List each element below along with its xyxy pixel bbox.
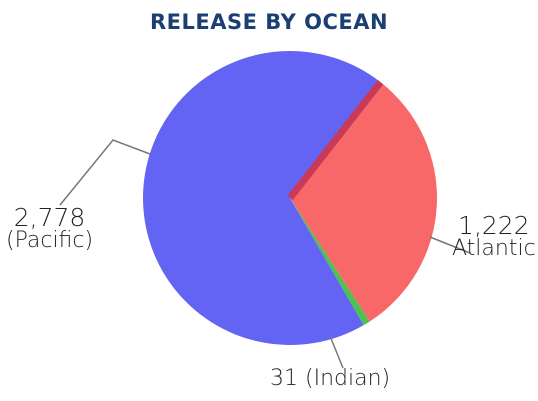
- value-pacific: 2,778: [13, 203, 86, 232]
- slice-indian: [290, 198, 370, 326]
- slice-atlantic: [290, 82, 437, 322]
- name-atlantic: Atlantic: [452, 236, 536, 261]
- leader-pacific: [59, 139, 151, 206]
- slice-pacific: [143, 51, 381, 346]
- atlantic-edge: [287, 80, 384, 201]
- label-pacific: 2,778 (Pacific): [6, 205, 93, 252]
- chart-title: RELEASE BY OCEAN: [149, 10, 389, 34]
- value-indian: 31: [270, 366, 298, 391]
- leader-lines: [59, 139, 471, 369]
- value-atlantic: 1,222: [458, 211, 530, 240]
- leader-indian: [329, 335, 344, 369]
- leader-atlantic: [429, 236, 471, 254]
- label-atlantic: 1,222 Atlantic: [452, 213, 536, 260]
- label-indian: 31 (Indian): [270, 368, 390, 390]
- name-indian: (Indian): [305, 366, 391, 391]
- name-pacific: (Pacific): [6, 228, 94, 253]
- pie-slices: [143, 51, 437, 346]
